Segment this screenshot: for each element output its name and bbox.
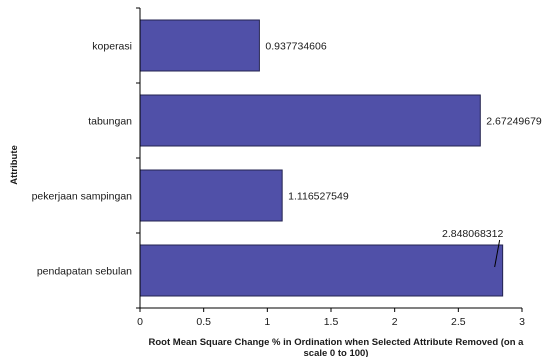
data-label: 2.848068312 — [442, 228, 503, 240]
bar-pekerjaan-sampingan — [139, 169, 283, 222]
x-tick-label: 0 — [137, 316, 143, 328]
x-tick-label: 2.5 — [451, 316, 466, 328]
data-label: 2.67249679 — [486, 116, 542, 128]
bars-layer — [139, 19, 504, 297]
data-label-leader-line — [494, 239, 501, 268]
data-label: 0.937734606 — [265, 41, 326, 53]
x-tick-label: 1 — [264, 316, 270, 328]
data-label: 1.116527549 — [288, 191, 349, 203]
category-label: pendapatan sebulan — [37, 266, 132, 278]
category-label: pekerjaan sampingan — [32, 191, 133, 203]
x-tick-label: 0.5 — [196, 316, 211, 328]
bar-koperasi — [139, 19, 260, 72]
category-label: tabungan — [88, 116, 132, 128]
bar-tabungan — [139, 94, 481, 147]
bar-pendapatan-sebulan — [139, 244, 504, 297]
x-axis-title-line2: scale 0 to 100) — [304, 348, 369, 357]
category-label: koperasi — [92, 41, 132, 53]
x-axis-title-line1: Root Mean Square Change % in Ordination … — [149, 337, 525, 348]
x-tick-label: 3 — [519, 316, 525, 328]
labels-layer: koperasi 0.937734606 tabungan 2.67249679 pek… — [32, 7, 542, 309]
x-tick-label: 1.5 — [324, 316, 339, 328]
x-tick-label: 2 — [392, 316, 398, 328]
y-axis-title: Attribute — [9, 145, 20, 185]
x-ticks-layer: 0 0.5 1 1.5 2 2.5 3 — [137, 308, 525, 328]
